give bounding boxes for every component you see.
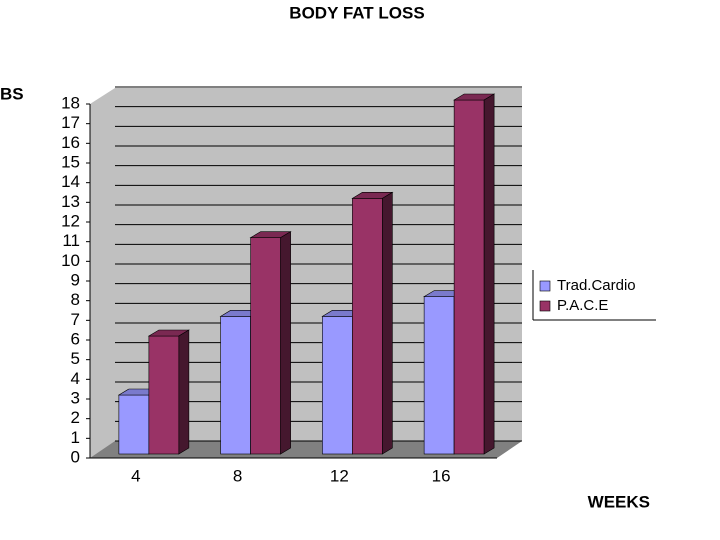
y-tick-label: 14 [61, 172, 80, 191]
legend-swatch [539, 280, 551, 292]
y-tick-label: 10 [61, 251, 80, 270]
bar-side [280, 231, 291, 455]
y-tick-label: 9 [71, 270, 80, 289]
legend: Trad.Cardio P.A.C.E [532, 270, 656, 321]
bar-front [423, 296, 455, 455]
y-axis-label: BS [0, 84, 24, 103]
x-axis-label: WEEKS [588, 492, 650, 511]
plot-back-wall [90, 88, 522, 458]
y-tick-label: 17 [61, 113, 80, 132]
plot-floor [90, 441, 522, 458]
y-tick-label: 15 [61, 152, 80, 171]
y-tick-label: 3 [71, 388, 80, 407]
bar-front [322, 316, 353, 455]
chart-title: BODY FAT LOSS [289, 3, 424, 22]
bar [453, 93, 496, 455]
legend-label: P.A.C.E [557, 297, 608, 314]
bar-side [178, 329, 190, 455]
y-tick-label: 0 [71, 447, 80, 466]
bar-side [483, 93, 495, 455]
y-tick-label: 18 [61, 93, 80, 112]
bar-front [220, 316, 251, 455]
x-tick-label: 16 [432, 466, 451, 485]
bar-front [148, 335, 180, 455]
y-tick-label: 12 [61, 211, 80, 230]
y-tick-label: 5 [71, 349, 80, 368]
x-tick-label: 4 [131, 466, 140, 485]
y-tick-label: 4 [71, 369, 80, 388]
bar [351, 191, 394, 455]
y-tick-label: 1 [71, 428, 80, 447]
x-tick-label: 12 [330, 466, 349, 485]
y-tick-label: 7 [71, 310, 80, 329]
bar-front [250, 237, 281, 455]
y-tick-label: 2 [71, 408, 80, 427]
y-tick-label: 8 [71, 290, 80, 309]
legend-swatch [539, 300, 551, 312]
bar-front [453, 99, 485, 455]
bar-front [118, 394, 150, 455]
legend-label: Trad.Cardio [557, 277, 636, 294]
x-tick-label: 8 [233, 466, 242, 485]
bar-side [382, 191, 393, 455]
bar [249, 231, 292, 455]
y-tick-label: 13 [61, 192, 80, 211]
bar [147, 329, 190, 455]
y-tick-label: 6 [71, 329, 80, 348]
y-tick-label: 16 [61, 133, 80, 152]
y-tick-label: 11 [62, 231, 80, 250]
bar-front [352, 198, 383, 455]
